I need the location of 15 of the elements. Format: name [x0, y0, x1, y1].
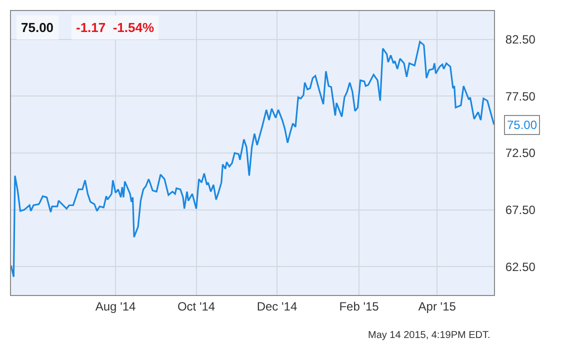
y-tick-label: 72.50: [505, 146, 536, 160]
y-tick-label: 62.50: [505, 260, 536, 274]
x-tick-label: Apr '15: [418, 299, 456, 314]
line-series: [11, 40, 494, 278]
x-tick-label: Feb '15: [339, 299, 380, 314]
x-tick-label: Dec '14: [256, 299, 298, 314]
y-tick-label: 77.50: [505, 89, 536, 104]
x-tick-label: Oct '14: [177, 299, 216, 314]
text: May 14 2015, 4:19PM EDT.: [368, 330, 490, 341]
text: 75.00: [21, 20, 54, 35]
x-tick-label: Aug '14: [95, 299, 136, 314]
y-tick-label: 67.50: [505, 203, 536, 217]
text: -1.17 -1.54%: [76, 20, 154, 35]
annotation: 75.00: [507, 118, 538, 132]
y-tick-label: 82.50: [505, 32, 536, 47]
